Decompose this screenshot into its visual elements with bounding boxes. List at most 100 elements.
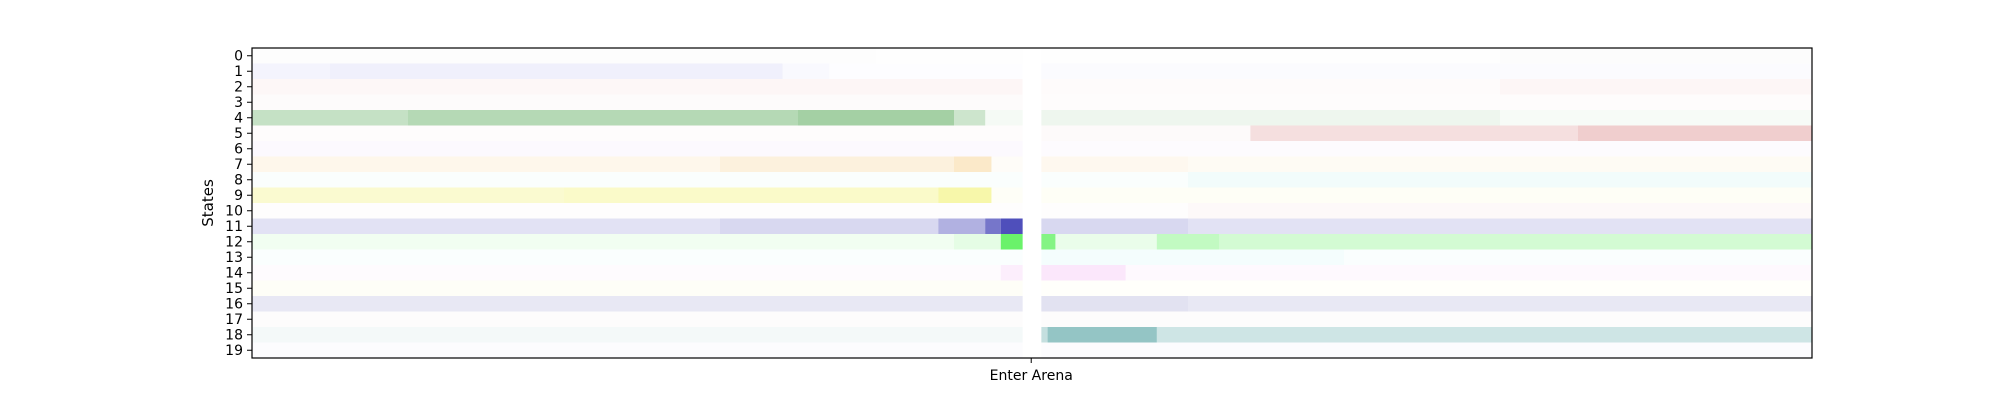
- y-tick-label: 10: [225, 203, 243, 219]
- y-tick-label: 18: [225, 327, 243, 343]
- heatmap-cell: [954, 110, 986, 126]
- heatmap-cell: [720, 79, 1023, 95]
- heatmap-cell: [1188, 296, 1812, 312]
- heatmap-cell: [1000, 234, 1023, 250]
- heatmap-cell: [1500, 110, 1812, 126]
- heatmap-cell: [252, 48, 876, 64]
- heatmap-cell: [252, 172, 1023, 188]
- heatmap-cell: [252, 342, 1023, 358]
- y-tick-label: 14: [225, 265, 243, 281]
- heatmap-cell: [1000, 265, 1023, 281]
- y-tick-label: 12: [225, 234, 243, 250]
- heatmap-cell: [1578, 125, 1812, 141]
- heatmap-cell: [720, 156, 954, 172]
- heatmap-cell: [252, 94, 1023, 110]
- heatmap-cell: [564, 187, 939, 203]
- heatmap-cell: [782, 63, 830, 79]
- heatmap-cells: [252, 48, 1812, 358]
- heatmap-cell: [1055, 234, 1157, 250]
- heatmap-cell: [1188, 218, 1812, 234]
- y-tick-label: 4: [234, 110, 243, 126]
- heatmap-cell: [1156, 327, 1812, 343]
- heatmap-cell: [985, 218, 1001, 234]
- heatmap-cell: [1156, 234, 1220, 250]
- x-ticks: Enter Arena: [990, 358, 1073, 384]
- heatmap-cell: [1041, 48, 1500, 64]
- heatmap-cell: [252, 265, 1001, 281]
- heatmap-cell: [1041, 234, 1056, 250]
- y-tick-label: 17: [225, 312, 243, 328]
- y-tick-label: 7: [234, 157, 243, 173]
- heatmap-cell: [1188, 203, 1812, 219]
- heatmap-cell: [1041, 126, 1250, 142]
- heatmap-cell: [408, 110, 798, 126]
- heatmap-cell: [252, 110, 408, 126]
- heatmap-cell: [252, 296, 1023, 312]
- heatmap-cell: [829, 64, 1022, 80]
- heatmap-cell: [1041, 342, 1812, 358]
- heatmap-cell: [1125, 265, 1812, 281]
- heatmap-cell: [1188, 172, 1812, 188]
- y-axis-label: States: [199, 179, 217, 227]
- heatmap-cell: [252, 187, 564, 203]
- heatmap-cell: [991, 156, 1023, 172]
- y-tick-label: 6: [234, 141, 243, 157]
- heatmap-cell: [252, 126, 1023, 142]
- heatmap-cell: [252, 218, 720, 234]
- heatmap-cell: [1041, 296, 1188, 312]
- heatmap-cell: [252, 311, 1023, 327]
- heatmap-cell: [1041, 187, 1812, 203]
- heatmap-cell: [1041, 203, 1188, 219]
- heatmap-cell: [954, 156, 992, 172]
- heatmap-cell: [252, 79, 720, 95]
- heatmap-cell: [985, 110, 1023, 126]
- y-tick-label: 9: [234, 188, 243, 204]
- heatmap-cell: [798, 110, 954, 126]
- heatmap-cell: [1041, 110, 1500, 126]
- heatmap-cell: [1041, 327, 1048, 343]
- heatmap-cell: [720, 218, 939, 234]
- y-tick-label: 1: [234, 64, 243, 80]
- heatmap-cell: [938, 218, 986, 234]
- y-tick-label: 0: [234, 48, 243, 64]
- y-tick-label: 16: [225, 296, 243, 312]
- y-tick-label: 13: [225, 250, 243, 266]
- heatmap-cell: [252, 327, 1023, 343]
- heatmap-cell: [1041, 94, 1812, 110]
- heatmap-cell: [954, 234, 1001, 250]
- heatmap-cell: [1219, 234, 1812, 250]
- heatmap-cell: [1041, 63, 1812, 79]
- y-tick-label: 2: [234, 79, 243, 95]
- y-tick-label: 3: [234, 95, 243, 111]
- heatmap-cell: [876, 48, 1023, 64]
- heatmap-cell: [252, 156, 720, 172]
- y-tick-label: 11: [225, 219, 243, 235]
- heatmap-cell: [1344, 249, 1812, 265]
- heatmap-cell: [1041, 141, 1812, 157]
- heatmap-cell: [1041, 281, 1812, 297]
- heatmap-cell: [1041, 156, 1188, 172]
- heatmap-cell: [252, 203, 1023, 219]
- heatmap-cell: [1041, 79, 1500, 95]
- heatmap-cell: [1041, 172, 1188, 188]
- y-tick-label: 19: [225, 343, 243, 359]
- heatmap-cell: [1041, 311, 1812, 327]
- heatmap-cell: [938, 187, 992, 203]
- heatmap-cell: [252, 141, 1023, 157]
- heatmap-cell: [991, 187, 1023, 203]
- heatmap-cell: [1000, 218, 1023, 234]
- y-tick-label: 5: [234, 126, 243, 142]
- heatmap-cell: [1041, 265, 1126, 281]
- plot-frame: [251, 47, 1813, 359]
- heatmap-cell: [252, 234, 954, 250]
- heatmap-cell: [252, 249, 1023, 265]
- heatmap-cell: [330, 63, 783, 79]
- heatmap-cell: [1041, 218, 1188, 234]
- heatmap-cell: [252, 63, 330, 79]
- heatmap-cell: [252, 280, 1023, 296]
- heatmap-cell: [1047, 327, 1157, 343]
- y-tick-label: 15: [225, 281, 243, 297]
- heatmap-cell: [1250, 125, 1578, 141]
